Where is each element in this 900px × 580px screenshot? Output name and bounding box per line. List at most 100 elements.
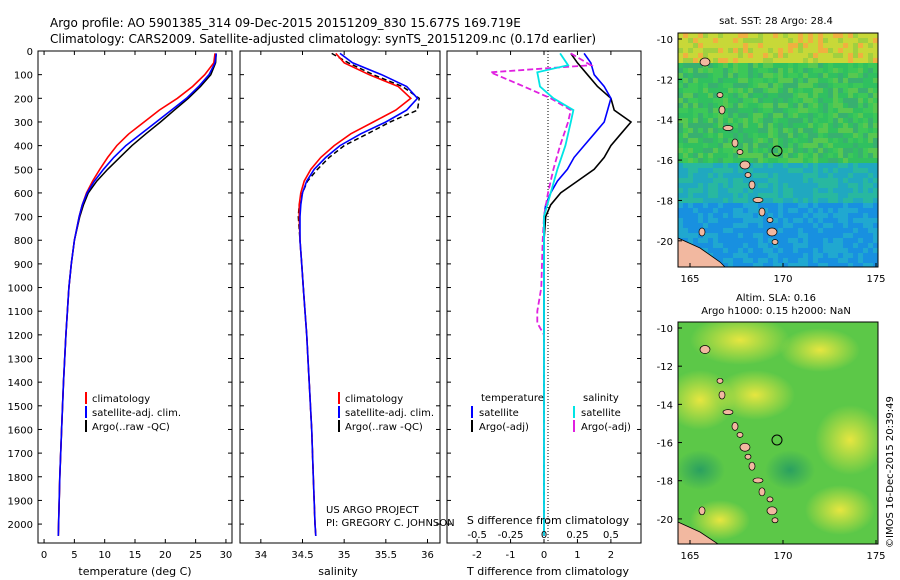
- sst-cell: [748, 168, 754, 174]
- sst-cell: [733, 73, 739, 79]
- sst-cell: [823, 48, 829, 54]
- sst-cell: [688, 118, 694, 124]
- sst-cell: [808, 168, 814, 174]
- sst-cell: [838, 163, 844, 169]
- sst-cell: [763, 208, 769, 214]
- sst-cell: [738, 103, 744, 109]
- map-y-tick-label: -12: [657, 362, 673, 373]
- sst-cell: [763, 53, 769, 59]
- sst-cell: [733, 243, 739, 249]
- sst-cell: [688, 153, 694, 159]
- sst-cell: [818, 198, 824, 204]
- sst-cell: [813, 233, 819, 239]
- sst-cell: [868, 193, 874, 199]
- sst-cell: [868, 63, 874, 69]
- sst-cell: [803, 93, 809, 99]
- sst-cell: [818, 48, 824, 54]
- legend-argo-label: Argo(..raw -QC): [345, 422, 423, 433]
- sst-cell: [853, 178, 859, 184]
- sst-cell: [763, 228, 769, 234]
- sst-cell: [828, 88, 834, 94]
- sst-cell: [828, 223, 834, 229]
- sst-cell: [863, 78, 869, 84]
- sst-cell: [868, 203, 874, 209]
- sst-cell: [858, 233, 864, 239]
- sst-cell: [693, 228, 699, 234]
- sst-cell: [818, 43, 824, 49]
- sst-cell: [808, 98, 814, 104]
- sst-cell: [778, 148, 784, 154]
- sst-cell: [698, 173, 704, 179]
- sst-cell: [718, 38, 724, 44]
- sst-cell: [708, 33, 714, 39]
- sst-cell: [813, 33, 819, 39]
- sst-cell: [868, 103, 874, 109]
- sst-cell: [823, 183, 829, 189]
- sst-cell: [763, 233, 769, 239]
- sst-cell: [783, 223, 789, 229]
- sst-cell: [808, 218, 814, 224]
- sst-cell: [733, 58, 739, 64]
- sst-cell: [828, 213, 834, 219]
- sst-cell: [718, 88, 724, 94]
- sst-cell: [798, 243, 804, 249]
- sst-cell: [683, 143, 689, 149]
- sst-cell: [743, 128, 749, 134]
- sst-cell: [698, 73, 704, 79]
- sst-cell: [793, 248, 799, 254]
- sst-cell: [783, 53, 789, 59]
- sst-cell: [783, 228, 789, 234]
- sst-cell: [773, 98, 779, 104]
- sst-cell: [783, 238, 789, 244]
- sst-cell: [873, 178, 878, 184]
- sst-cell: [808, 208, 814, 214]
- sst-cell: [748, 123, 754, 129]
- sst-cell: [733, 43, 739, 49]
- sst-cell: [828, 103, 834, 109]
- sst-cell: [783, 113, 789, 119]
- sst-cell: [838, 153, 844, 159]
- sst-cell: [708, 63, 714, 69]
- sst-cell: [723, 243, 729, 249]
- sst-cell: [823, 98, 829, 104]
- island: [766, 227, 778, 237]
- sst-cell: [793, 223, 799, 229]
- sst-cell: [858, 63, 864, 69]
- sst-cell: [873, 258, 878, 264]
- sst-cell: [818, 108, 824, 114]
- sst-cell: [773, 233, 779, 239]
- sst-cell: [813, 153, 819, 159]
- sst-cell: [868, 93, 874, 99]
- sst-cell: [818, 223, 824, 229]
- sst-cell: [873, 183, 878, 189]
- sst-cell: [723, 158, 729, 164]
- sst-cell: [723, 223, 729, 229]
- sst-cell: [783, 108, 789, 114]
- sst-cell: [738, 178, 744, 184]
- sst-cell: [743, 108, 749, 114]
- sst-cell: [728, 113, 734, 119]
- depth-tick-label: 1500: [8, 402, 33, 413]
- sst-cell: [728, 168, 734, 174]
- sst-cell: [783, 143, 789, 149]
- legend-t-argo-label: Argo(-adj): [479, 422, 529, 433]
- sst-cell: [718, 83, 724, 89]
- island: [752, 197, 764, 203]
- sst-cell: [758, 188, 764, 194]
- sst-cell: [683, 98, 689, 104]
- sst-cell: [873, 138, 878, 144]
- sst-cell: [768, 38, 774, 44]
- sst-cell: [848, 133, 854, 139]
- sst-cell: [858, 213, 864, 219]
- sst-cell: [798, 238, 804, 244]
- sst-cell: [763, 258, 769, 264]
- sst-cell: [853, 233, 859, 239]
- sst-cell: [853, 183, 859, 189]
- sst-cell: [773, 243, 779, 249]
- sst-cell: [778, 263, 784, 267]
- island: [771, 239, 779, 245]
- sst-cell: [698, 38, 704, 44]
- sst-cell: [763, 163, 769, 169]
- sst-cell: [703, 83, 709, 89]
- sst-cell: [813, 128, 819, 134]
